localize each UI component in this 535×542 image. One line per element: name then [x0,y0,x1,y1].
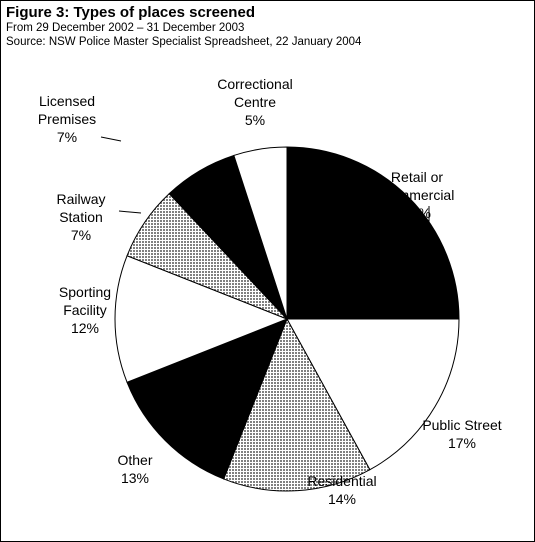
slice-value-label: 14% [327,491,357,507]
pie-slice [223,317,371,492]
pie-slice [114,255,289,383]
chart-title: Figure 3: Types of places screened [6,4,255,21]
slice-value-label: 7% [56,129,78,145]
slice-label: Public Street [422,417,502,433]
slice-value-label: 12% [70,320,100,336]
pie-slice [233,146,288,320]
slice-label: Licensed Premises [37,93,97,127]
slice-label: Sporting Facility [58,284,112,318]
slice-value-label: 13% [120,470,150,486]
slice-value-label: 17% [447,435,477,451]
leader-line [118,210,142,214]
leader-line [100,136,122,142]
pie-slice [286,318,460,471]
slice-value-label: 5% [244,112,266,128]
slice-value-label: 7% [70,227,92,243]
slice-value-label: 25% [402,205,432,221]
chart-source: Source: NSW Police Master Specialist Spr… [6,36,362,48]
slice-label: Correctional Centre [217,76,293,110]
slice-label: Other [117,452,153,468]
slice-label: Railway Station [56,191,106,225]
chart-subtitle: From 29 December 2002 – 31 December 2003 [6,22,245,34]
pie-slice [286,146,460,320]
pie-slice [126,318,288,480]
slice-label: Residential [307,473,377,489]
slice-label: Retail or Commercial [379,169,455,203]
